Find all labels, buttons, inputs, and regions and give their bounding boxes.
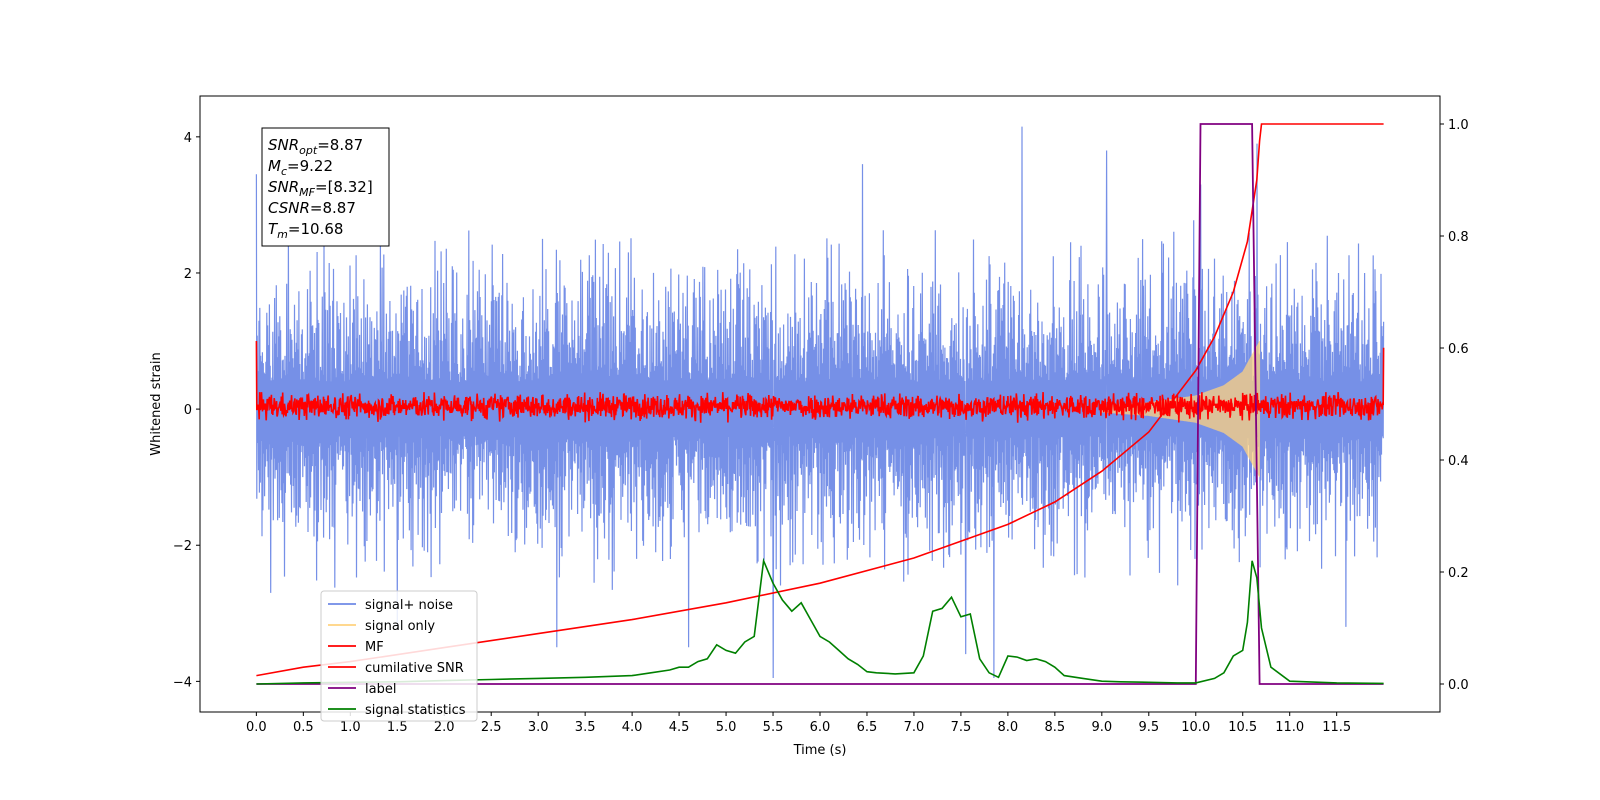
legend-frame: [320, 590, 478, 722]
series-mf: [255, 340, 1385, 423]
x-tick-label: 9.5: [1138, 720, 1159, 735]
x-tick-label: 8.5: [1045, 720, 1066, 735]
annotation-frame: [261, 127, 390, 247]
x-tick-label: 4.5: [669, 720, 690, 735]
annotation-line: Mc=9.22: [268, 157, 333, 178]
legend-label: label: [365, 682, 396, 697]
legend: signal+ noise signal only MF cumilative SNR…: [320, 590, 478, 722]
x-tick-label: 2.0: [434, 720, 455, 735]
series-label: [256, 123, 1384, 685]
legend-label: MF: [365, 640, 384, 655]
y-tick-label: −4: [173, 675, 192, 690]
x-tick-label: 7.5: [951, 720, 972, 735]
x-tick-label: 1.5: [387, 720, 408, 735]
y2-tick-label: 0.6: [1448, 342, 1469, 357]
annotation-line: SNRopt=8.87: [268, 136, 363, 157]
x-axis: 0.0 0.5 1.0 1.5 2.0 2.5 3.0 3.5 4.0 4.5 5.0 5.5 6.0 6…: [246, 712, 1351, 735]
x-tick-label: 3.5: [575, 720, 596, 735]
y2-tick-label: 1.0: [1448, 118, 1469, 133]
legend-label: signal+ noise: [365, 598, 453, 613]
x-tick-label: 8.0: [998, 720, 1019, 735]
series-signal-statistics: [256, 557, 1384, 685]
legend-label: signal only: [365, 619, 435, 634]
y-axis: −4 −2 0 2 4: [173, 131, 200, 690]
y2-axis: 0.0 0.2 0.4 0.6 0.8 1.0: [1440, 118, 1469, 693]
x-tick-label: 4.0: [622, 720, 643, 735]
x-axis-label: Time (s): [793, 743, 847, 758]
x-tick-label: 11.5: [1322, 720, 1351, 735]
x-tick-label: 5.5: [763, 720, 784, 735]
x-tick-label: 11.0: [1275, 720, 1304, 735]
annotation-line: Tm=10.68: [268, 220, 343, 241]
x-tick-label: 2.5: [481, 720, 502, 735]
x-tick-label: 5.0: [716, 720, 737, 735]
annotation-line: SNRMF=[8.32]: [268, 178, 373, 199]
x-tick-label: 9.0: [1091, 720, 1112, 735]
x-tick-label: 7.0: [904, 720, 925, 735]
y2-tick-label: 0.0: [1448, 678, 1469, 693]
y-axis-label: Whitened strain: [149, 352, 164, 455]
legend-label: cumilative SNR: [365, 661, 464, 676]
x-tick-label: 6.0: [810, 720, 831, 735]
x-tick-label: 10.5: [1228, 720, 1257, 735]
legend-label: signal statistics: [365, 703, 466, 718]
y2-tick-label: 0.4: [1448, 454, 1469, 469]
x-tick-label: 10.0: [1181, 720, 1210, 735]
annotation-line: CSNR=8.87: [268, 199, 356, 217]
y-tick-label: 2: [184, 267, 192, 282]
y-tick-label: 0: [184, 403, 192, 418]
x-tick-label: 1.0: [340, 720, 361, 735]
x-tick-label: 0.5: [293, 720, 314, 735]
y2-tick-label: 0.2: [1448, 566, 1469, 581]
x-tick-label: 0.0: [246, 720, 267, 735]
y-tick-label: 4: [184, 131, 192, 146]
x-tick-label: 3.0: [528, 720, 549, 735]
x-tick-label: 6.5: [857, 720, 878, 735]
y-tick-label: −2: [173, 539, 192, 554]
y2-tick-label: 0.8: [1448, 230, 1469, 245]
